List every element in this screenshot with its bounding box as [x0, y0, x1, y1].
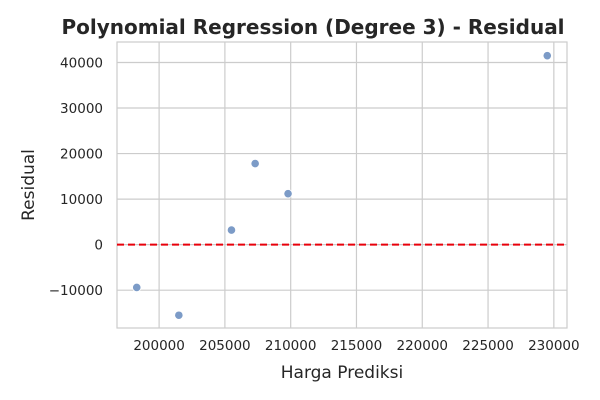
data-point-3 [250, 158, 260, 169]
grid [117, 42, 567, 328]
y-tick-label: 20000 [60, 147, 103, 163]
y-tick-labels: −10000 0 10000 20000 30000 40000 [49, 55, 103, 299]
data-point-2 [226, 225, 237, 235]
chart-title: Polynomial Regression (Degree 3) - Resid… [61, 15, 564, 39]
data-point-4 [283, 189, 293, 199]
x-tick-label: 230000 [528, 338, 580, 354]
data-point-0 [132, 282, 142, 293]
y-tick-label: 10000 [60, 192, 103, 208]
y-tick-label: 30000 [60, 101, 103, 117]
y-axis-label: Residual [19, 149, 39, 221]
x-tick-label: 225000 [462, 338, 514, 354]
data-point-5 [542, 51, 552, 61]
y-tick-label: 40000 [60, 55, 103, 71]
x-tick-label: 210000 [265, 338, 317, 354]
y-tick-label: −10000 [49, 283, 103, 299]
x-tick-label: 215000 [331, 338, 383, 354]
x-tick-label: 220000 [396, 338, 448, 354]
y-tick-label: 0 [94, 238, 103, 254]
data-points [132, 51, 552, 320]
data-point-1 [174, 310, 184, 320]
x-axis-label: Harga Prediksi [281, 363, 403, 383]
x-tick-label: 205000 [199, 338, 251, 354]
plot-area [116, 41, 568, 329]
x-tick-labels: 200000 205000 210000 215000 220000 225000 2300… [133, 338, 579, 354]
x-tick-label: 200000 [133, 338, 185, 354]
